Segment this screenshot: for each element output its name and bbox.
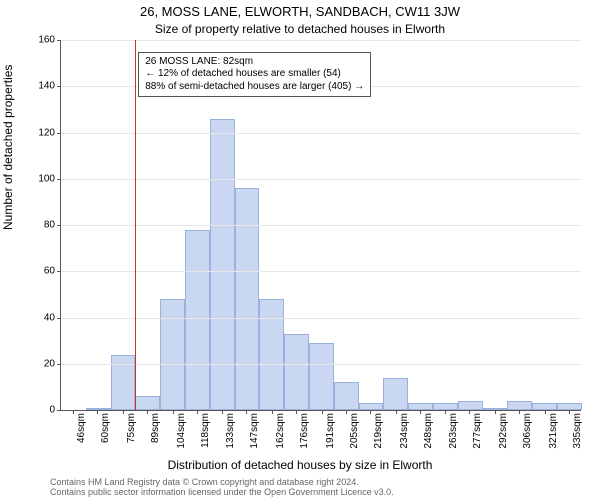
histogram-bar <box>160 299 185 410</box>
histogram-bar <box>334 382 359 410</box>
xtick-mark <box>495 410 496 414</box>
y-axis-label: Number of detached properties <box>1 65 15 230</box>
annotation-box: 26 MOSS LANE: 82sqm ← 12% of detached ho… <box>138 52 371 98</box>
xtick-label: 147sqm <box>249 413 260 449</box>
ytick-mark <box>57 318 61 319</box>
xtick-label: 176sqm <box>299 413 310 449</box>
grid-line <box>61 271 581 272</box>
xtick-label: 248sqm <box>423 413 434 449</box>
grid-line <box>61 40 581 41</box>
xtick-label: 219sqm <box>373 413 384 449</box>
histogram-bar <box>185 230 210 410</box>
histogram-bar <box>309 343 334 410</box>
xtick-mark <box>197 410 198 414</box>
xtick-mark <box>370 410 371 414</box>
xtick-mark <box>272 410 273 414</box>
xtick-mark <box>173 410 174 414</box>
ytick-mark <box>57 86 61 87</box>
xtick-label: 75sqm <box>126 413 137 443</box>
grid-line <box>61 133 581 134</box>
ytick-label: 80 <box>25 220 55 231</box>
histogram-bar <box>557 403 582 410</box>
histogram-bar <box>135 396 160 410</box>
xtick-mark <box>246 410 247 414</box>
xtick-label: 277sqm <box>472 413 483 449</box>
histogram-bar <box>507 401 532 410</box>
ytick-mark <box>57 179 61 180</box>
xtick-mark <box>445 410 446 414</box>
ytick-label: 0 <box>25 405 55 416</box>
grid-line <box>61 225 581 226</box>
ytick-label: 140 <box>25 81 55 92</box>
xtick-label: 60sqm <box>100 413 111 443</box>
histogram-bar <box>433 403 458 410</box>
xtick-label: 335sqm <box>572 413 583 449</box>
histogram-bar <box>259 299 284 410</box>
xtick-mark <box>123 410 124 414</box>
histogram-bar <box>284 334 309 410</box>
histogram-bar <box>383 378 408 410</box>
xtick-label: 321sqm <box>548 413 559 449</box>
xtick-label: 118sqm <box>200 413 211 448</box>
xtick-label: 191sqm <box>325 413 336 449</box>
annotation-line1: 26 MOSS LANE: 82sqm <box>145 56 364 69</box>
grid-line <box>61 318 581 319</box>
chart-title: 26, MOSS LANE, ELWORTH, SANDBACH, CW11 3… <box>0 4 600 19</box>
xtick-mark <box>346 410 347 414</box>
ytick-mark <box>57 410 61 411</box>
xtick-label: 292sqm <box>498 413 509 449</box>
xtick-label: 263sqm <box>448 413 459 449</box>
ytick-label: 60 <box>25 266 55 277</box>
chart-subtitle: Size of property relative to detached ho… <box>0 22 600 36</box>
histogram-bar <box>408 403 433 410</box>
ytick-label: 40 <box>25 312 55 323</box>
xtick-label: 133sqm <box>225 413 236 449</box>
xtick-label: 205sqm <box>349 413 360 449</box>
xtick-mark <box>396 410 397 414</box>
xtick-mark <box>569 410 570 414</box>
xtick-mark <box>73 410 74 414</box>
footer-attribution: Contains HM Land Registry data © Crown c… <box>50 478 394 498</box>
ytick-label: 20 <box>25 358 55 369</box>
ytick-mark <box>57 133 61 134</box>
ytick-mark <box>57 271 61 272</box>
histogram-bar <box>86 408 111 410</box>
xtick-mark <box>545 410 546 414</box>
histogram-bar <box>359 403 384 410</box>
reference-line <box>135 40 136 410</box>
xtick-mark <box>420 410 421 414</box>
xtick-mark <box>296 410 297 414</box>
grid-line <box>61 179 581 180</box>
annotation-line2: ← 12% of detached houses are smaller (54… <box>145 68 364 81</box>
ytick-label: 160 <box>25 35 55 46</box>
xtick-label: 89sqm <box>150 413 161 443</box>
xtick-mark <box>469 410 470 414</box>
histogram-bar <box>235 188 260 410</box>
histogram-bar <box>210 119 235 410</box>
xtick-mark <box>322 410 323 414</box>
x-axis-label: Distribution of detached houses by size … <box>0 458 600 472</box>
xtick-label: 162sqm <box>275 413 286 449</box>
plot-area: 46sqm60sqm75sqm89sqm104sqm118sqm133sqm14… <box>60 40 581 411</box>
xtick-label: 104sqm <box>176 413 187 449</box>
ytick-label: 120 <box>25 127 55 138</box>
footer-line2: Contains public sector information licen… <box>50 488 394 498</box>
annotation-line3: 88% of semi-detached houses are larger (… <box>145 81 364 94</box>
xtick-mark <box>147 410 148 414</box>
xtick-mark <box>222 410 223 414</box>
xtick-mark <box>519 410 520 414</box>
ytick-mark <box>57 40 61 41</box>
grid-line <box>61 364 581 365</box>
ytick-mark <box>57 364 61 365</box>
histogram-bar <box>458 401 483 410</box>
xtick-label: 46sqm <box>76 413 87 443</box>
xtick-label: 234sqm <box>399 413 410 449</box>
xtick-mark <box>97 410 98 414</box>
xtick-label: 306sqm <box>522 413 533 449</box>
ytick-mark <box>57 225 61 226</box>
ytick-label: 100 <box>25 173 55 184</box>
histogram-bar <box>532 403 557 410</box>
